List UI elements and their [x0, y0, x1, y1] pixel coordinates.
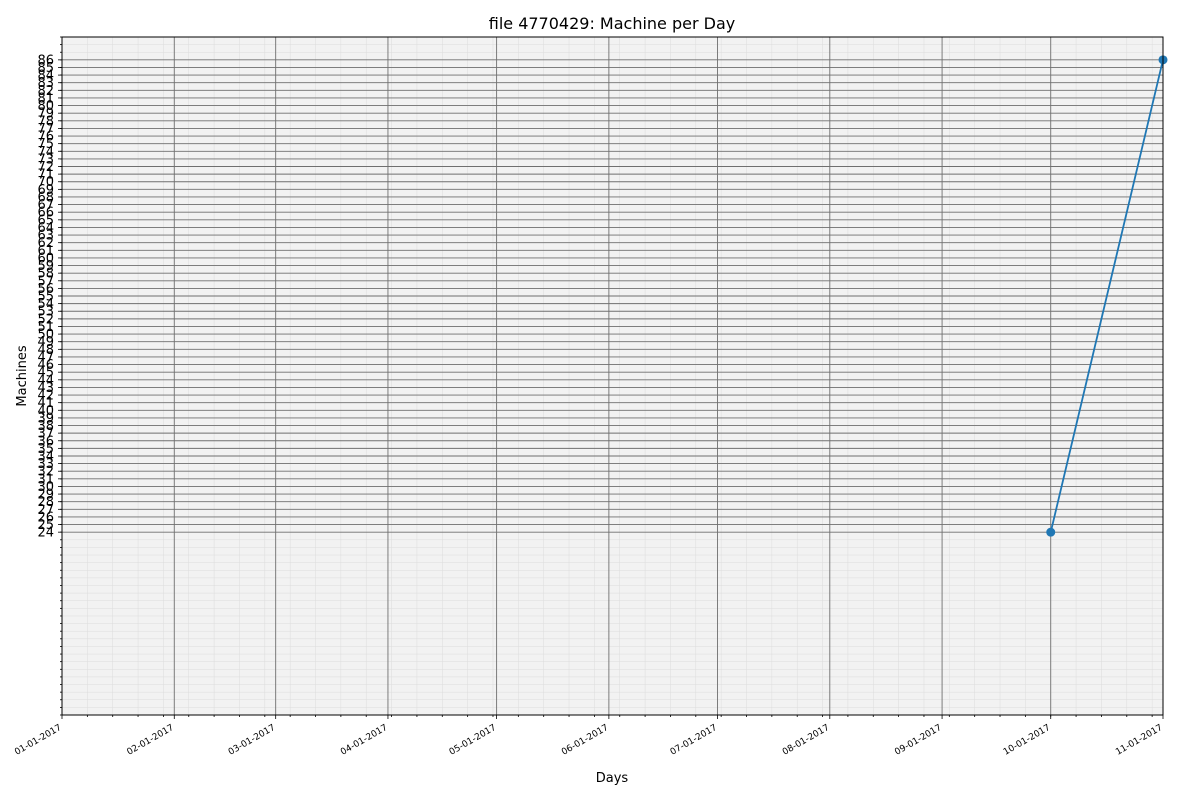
- x-tick-label: 02-01-2017: [125, 723, 175, 758]
- y-tick-label: 68: [37, 190, 54, 205]
- x-tick-label: 07-01-2017: [669, 723, 719, 758]
- y-tick-label: 33: [37, 457, 54, 472]
- x-tick-label: 03-01-2017: [227, 723, 277, 758]
- y-tick-label: 63: [37, 229, 54, 244]
- y-tick-label: 27: [37, 503, 54, 518]
- y-tick-label: 56: [37, 282, 54, 297]
- y-tick-label: 62: [37, 236, 54, 251]
- x-tick-label: 09-01-2017: [893, 723, 943, 758]
- y-tick-label: 75: [37, 137, 54, 152]
- y-tick-label: 48: [37, 343, 54, 358]
- y-tick-label: 77: [37, 122, 54, 137]
- x-tick-label: 08-01-2017: [781, 723, 831, 758]
- y-tick-label: 51: [37, 320, 54, 335]
- y-tick-label: 70: [37, 175, 54, 190]
- y-tick-label: 25: [37, 518, 54, 533]
- x-axis: 01-01-2017 02-01-2017 03-01-2017 04-01-2017…: [13, 715, 1165, 758]
- y-tick-label: 32: [37, 465, 54, 480]
- y-tick-label: 28: [37, 495, 54, 510]
- y-tick-label: 41: [37, 396, 54, 411]
- y-tick-label: 54: [37, 297, 54, 312]
- y-tick-label: 39: [37, 411, 54, 426]
- y-tick-label: 50: [37, 328, 54, 343]
- y-tick-label: 86: [37, 53, 54, 68]
- y-tick-label: 61: [37, 244, 54, 259]
- x-tick-label: 10-01-2017: [1002, 723, 1052, 758]
- y-axis-label: Machines: [15, 345, 30, 406]
- y-tick-label: 69: [37, 183, 54, 198]
- y-tick-label: 42: [37, 389, 54, 404]
- y-tick-label: 45: [37, 366, 54, 381]
- series-line: [1049, 59, 1164, 533]
- y-tick-label: 65: [37, 213, 54, 228]
- y-tick-label: 29: [37, 488, 54, 503]
- y-tick-label: 79: [37, 107, 54, 122]
- y-tick-label: 82: [37, 84, 54, 99]
- y-tick-label: 26: [37, 510, 54, 525]
- y-tick-label: 78: [37, 114, 54, 129]
- plot-frame: [61, 36, 1164, 716]
- y-tick-label: 52: [37, 312, 54, 327]
- y-tick-label: 73: [37, 152, 54, 167]
- y-tick-label: 64: [37, 221, 54, 236]
- y-tick-label: 80: [37, 99, 54, 114]
- y-tick-label: 57: [37, 274, 54, 289]
- y-tick-label: 66: [37, 206, 54, 221]
- y-tick-label: 58: [37, 267, 54, 282]
- y-tick-label: 85: [37, 61, 54, 76]
- y-tick-label: 74: [37, 145, 54, 160]
- y-tick-label: 46: [37, 358, 54, 373]
- x-tick-label: 05-01-2017: [448, 723, 498, 758]
- x-tick-label: 11-01-2017: [1114, 723, 1164, 758]
- y-tick-label: 49: [37, 335, 54, 350]
- y-tick-label: 55: [37, 290, 54, 305]
- y-tick-label: 47: [37, 350, 54, 365]
- x-tick-label: 06-01-2017: [560, 723, 610, 758]
- y-tick-label: 76: [37, 130, 54, 145]
- y-tick-label: 40: [37, 404, 54, 419]
- x-tick-label: 04-01-2017: [339, 723, 389, 758]
- grid-lines: [61, 36, 1164, 716]
- y-tick-label: 81: [37, 91, 54, 106]
- y-tick-label: 72: [37, 160, 54, 175]
- plot-area: [62, 37, 1163, 715]
- y-tick-label: 60: [37, 251, 54, 266]
- y-tick-label: 53: [37, 305, 54, 320]
- y-tick-label: 67: [37, 198, 54, 213]
- y-tick-label: 59: [37, 259, 54, 274]
- y-tick-label: 30: [37, 480, 54, 495]
- y-tick-label: 83: [37, 76, 54, 91]
- y-tick-label: 43: [37, 381, 54, 396]
- y-tick-label: 38: [37, 419, 54, 434]
- chart-title: file 4770429: Machine per Day: [489, 14, 736, 33]
- y-tick-label: 31: [37, 472, 54, 487]
- y-tick-label: 35: [37, 442, 54, 457]
- y-tick-label: 24: [37, 526, 54, 541]
- y-axis: 2425262728293031323334353637383940414243…: [37, 36, 62, 716]
- y-tick-label: 37: [37, 427, 54, 442]
- y-tick-label: 36: [37, 434, 54, 449]
- data-point: [1046, 527, 1056, 537]
- y-tick-label: 34: [37, 449, 54, 464]
- y-tick-label: 84: [37, 69, 54, 84]
- x-axis-label: Days: [596, 771, 629, 786]
- y-tick-label: 71: [37, 168, 54, 183]
- x-tick-label: 01-01-2017: [13, 723, 63, 758]
- y-tick-label: 44: [37, 373, 54, 388]
